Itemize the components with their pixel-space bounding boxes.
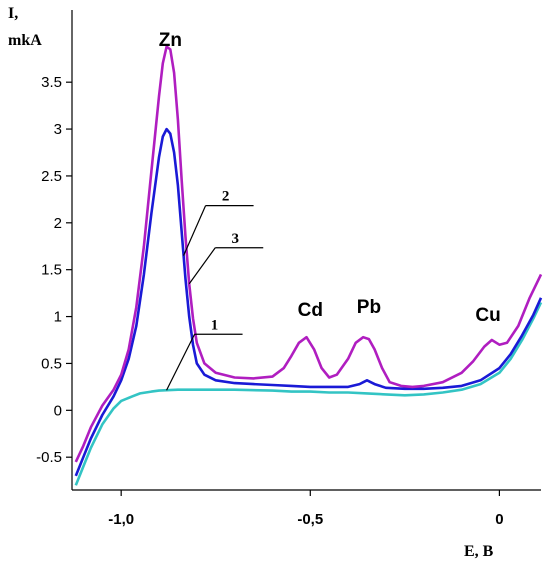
y-ticks: -0.5 0 0.5 1 1.5 2 2.5 3 3.5 xyxy=(36,74,72,466)
y-tick-label: 2.5 xyxy=(41,168,62,185)
y-tick-label: 1.5 xyxy=(41,262,62,279)
x-axis-label: E, B xyxy=(464,543,494,560)
y-tick-label: 0 xyxy=(54,402,62,419)
series-1-line xyxy=(74,301,543,486)
x-tick-label: 0 xyxy=(495,511,503,528)
series-2-line xyxy=(74,127,543,477)
y-axis-label-line1: I, xyxy=(8,5,18,22)
curve-1-leader xyxy=(166,333,196,391)
y-tick-label: 3 xyxy=(54,121,62,138)
curve-2-label: 2 xyxy=(222,189,230,205)
annotations: 1 2 3 Zn Cd Pb Cu xyxy=(159,30,501,391)
y-tick-label: 0.5 xyxy=(41,355,62,372)
peak-label-pb: Pb xyxy=(357,297,381,318)
y-tick-label: -0.5 xyxy=(36,449,62,466)
y-tick-label: 1 xyxy=(54,309,62,326)
peak-label-cd: Cd xyxy=(298,300,323,321)
y-tick-label: 2 xyxy=(54,215,62,232)
curve-1-label: 1 xyxy=(211,317,219,333)
x-tick-label: -1,0 xyxy=(108,511,134,528)
curve-3-leader xyxy=(188,247,216,285)
peak-label-zn: Zn xyxy=(159,30,182,51)
series-3-line xyxy=(74,45,543,463)
x-tick-label: -0,5 xyxy=(297,511,323,528)
curve-3-label: 3 xyxy=(232,231,240,247)
peak-label-cu: Cu xyxy=(475,305,500,326)
y-tick-label: 3.5 xyxy=(41,74,62,91)
x-ticks: -1,0 -0,5 0 xyxy=(108,490,504,528)
series-layer xyxy=(74,45,543,486)
curve-2-leader xyxy=(183,205,207,256)
y-axis-label-line2: mkA xyxy=(8,32,42,49)
